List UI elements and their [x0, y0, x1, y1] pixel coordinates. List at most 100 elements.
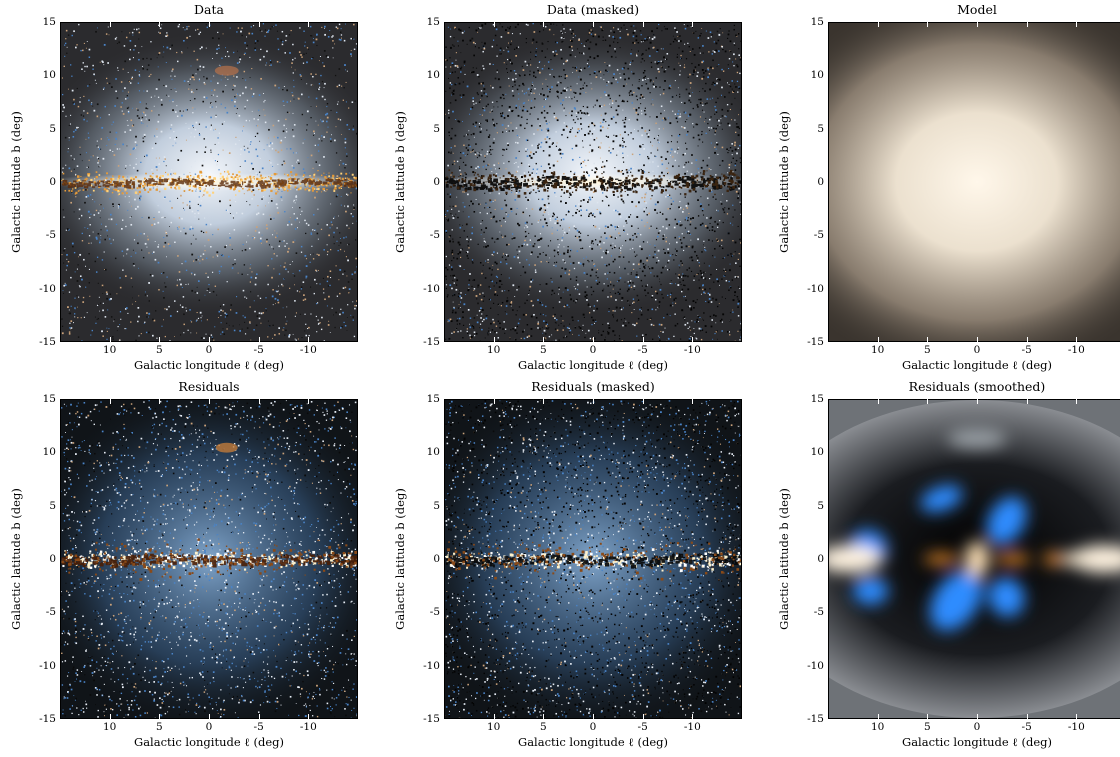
x-tick-mark	[259, 399, 260, 404]
x-tick-mark	[209, 22, 210, 27]
panel-title: Residuals (masked)	[444, 377, 742, 397]
x-tick-mark	[494, 337, 495, 342]
x-tick-mark	[977, 714, 978, 719]
panel-image	[444, 399, 742, 719]
y-tick-label: -10	[802, 660, 824, 672]
y-axis-label: Galactic latitude b (deg)	[9, 488, 23, 630]
x-tick-mark	[543, 399, 544, 404]
x-tick-mark	[1027, 714, 1028, 719]
y-tick-label: 0	[418, 553, 440, 565]
x-tick-label: -5	[254, 344, 264, 356]
x-tick-mark	[878, 337, 879, 342]
y-tick-label: -5	[34, 229, 56, 241]
x-tick-mark	[308, 22, 309, 27]
x-tick-mark	[308, 399, 309, 404]
x-tick-mark	[643, 22, 644, 27]
x-tick-label: 0	[206, 721, 213, 733]
panel-title: Model	[828, 0, 1120, 20]
x-tick-label: 0	[590, 344, 597, 356]
y-tick-label: 15	[418, 393, 440, 405]
x-tick-mark	[977, 337, 978, 342]
y-tick-label: 0	[34, 176, 56, 188]
y-tick-label: 15	[802, 16, 824, 28]
y-tick-label: -10	[34, 283, 56, 295]
x-tick-mark	[1076, 399, 1077, 404]
x-tick-mark	[878, 399, 879, 404]
x-tick-mark	[159, 337, 160, 342]
x-tick-label: 0	[206, 344, 213, 356]
x-tick-label: 5	[924, 721, 931, 733]
y-tick-label: 0	[802, 553, 824, 565]
x-tick-mark	[593, 337, 594, 342]
x-tick-mark	[927, 399, 928, 404]
x-tick-label: 10	[487, 721, 500, 733]
x-tick-mark	[110, 337, 111, 342]
y-tick-label: 5	[802, 123, 824, 135]
y-tick-label: 15	[418, 16, 440, 28]
panel-image	[828, 399, 1120, 719]
x-tick-mark	[308, 714, 309, 719]
y-tick-label: 5	[418, 123, 440, 135]
y-tick-label: -5	[418, 229, 440, 241]
panel-title: Residuals (smoothed)	[828, 377, 1120, 397]
x-tick-mark	[692, 714, 693, 719]
panel-title: Data (masked)	[444, 0, 742, 20]
y-tick-label: 10	[34, 69, 56, 81]
x-tick-mark	[692, 22, 693, 27]
x-tick-mark	[593, 714, 594, 719]
y-tick-label: -15	[802, 713, 824, 725]
x-tick-mark	[159, 399, 160, 404]
y-tick-label: -15	[802, 336, 824, 348]
x-tick-label: -10	[300, 721, 317, 733]
x-tick-mark	[1027, 399, 1028, 404]
x-tick-label: -5	[1022, 721, 1032, 733]
panel-title: Data	[60, 0, 358, 20]
x-tick-mark	[1076, 22, 1077, 27]
x-tick-label: 5	[156, 344, 163, 356]
x-tick-label: 0	[974, 721, 981, 733]
x-tick-label: 10	[871, 344, 884, 356]
y-tick-label: 15	[34, 16, 56, 28]
x-axis-label: Galactic longitude ℓ (deg)	[518, 735, 668, 749]
x-tick-mark	[593, 22, 594, 27]
x-axis-label: Galactic longitude ℓ (deg)	[902, 358, 1052, 372]
y-tick-label: -15	[418, 336, 440, 348]
y-tick-label: -5	[34, 606, 56, 618]
x-tick-mark	[643, 337, 644, 342]
x-tick-mark	[494, 399, 495, 404]
x-tick-mark	[259, 714, 260, 719]
x-tick-label: -5	[638, 344, 648, 356]
x-tick-label: 10	[103, 721, 116, 733]
x-tick-label: -10	[684, 344, 701, 356]
x-axis-label: Galactic longitude ℓ (deg)	[134, 358, 284, 372]
y-tick-label: -10	[34, 660, 56, 672]
x-tick-mark	[1027, 337, 1028, 342]
x-tick-mark	[878, 714, 879, 719]
y-tick-label: 5	[418, 500, 440, 512]
x-axis-label: Galactic longitude ℓ (deg)	[518, 358, 668, 372]
x-tick-mark	[543, 714, 544, 719]
x-tick-mark	[110, 22, 111, 27]
x-tick-label: -10	[684, 721, 701, 733]
x-tick-label: -5	[254, 721, 264, 733]
x-tick-mark	[543, 22, 544, 27]
y-tick-label: -10	[802, 283, 824, 295]
y-tick-label: -10	[418, 283, 440, 295]
x-tick-mark	[159, 714, 160, 719]
y-tick-label: -15	[418, 713, 440, 725]
y-tick-label: 10	[802, 69, 824, 81]
y-tick-label: -15	[34, 713, 56, 725]
y-tick-label: -15	[34, 336, 56, 348]
x-tick-label: 10	[487, 344, 500, 356]
x-tick-mark	[927, 22, 928, 27]
panel-image	[828, 22, 1120, 342]
x-tick-mark	[209, 337, 210, 342]
x-tick-label: 10	[871, 721, 884, 733]
y-tick-label: 10	[802, 446, 824, 458]
y-axis-label: Galactic latitude b (deg)	[9, 111, 23, 253]
y-axis-label: Galactic latitude b (deg)	[393, 111, 407, 253]
x-tick-mark	[494, 714, 495, 719]
